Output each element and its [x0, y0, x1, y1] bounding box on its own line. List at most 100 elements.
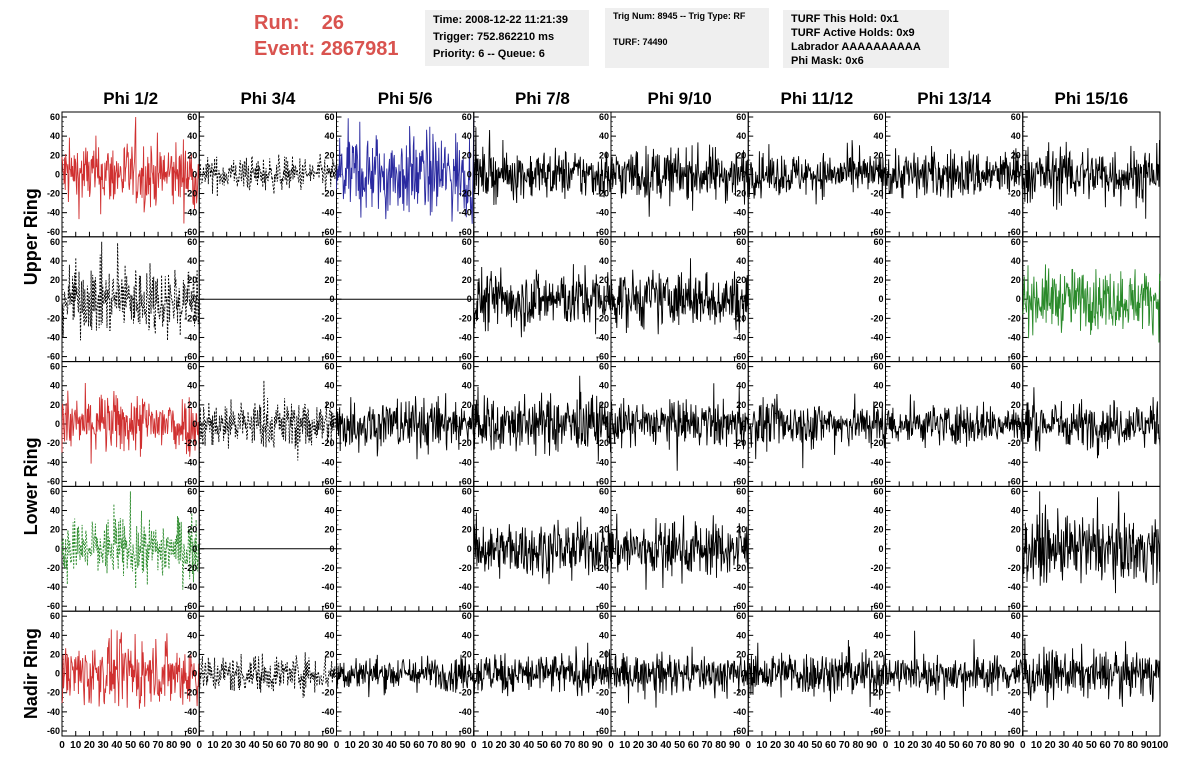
x-tick-label: 0 [334, 740, 340, 751]
x-tick-label: 60 [825, 740, 837, 751]
x-tick-label: 60 [139, 740, 151, 751]
y-tick-label: 0 [878, 419, 883, 429]
y-tick-label: 60 [50, 362, 60, 372]
y-tick-label: 40 [50, 381, 60, 391]
y-tick-label: -20 [733, 189, 746, 199]
y-tick-label: 40 [50, 630, 60, 640]
x-tick-label: 90 [1141, 740, 1153, 751]
x-tick-label: 10 [619, 740, 631, 751]
y-tick-label: -40 [870, 707, 883, 717]
x-tick-label: 80 [578, 740, 590, 751]
x-tick-label: 20 [633, 740, 645, 751]
y-tick-label: -20 [47, 189, 60, 199]
y-tick-label: -20 [1008, 438, 1021, 448]
x-tick-label: 40 [1072, 740, 1084, 751]
y-tick-label: -60 [47, 601, 60, 611]
y-tick-label: -40 [321, 707, 334, 717]
x-tick-label: 80 [990, 740, 1002, 751]
y-tick-label: -60 [870, 601, 883, 611]
y-tick-label: 0 [604, 419, 609, 429]
y-tick-label: -20 [459, 189, 472, 199]
x-tick-label: 60 [413, 740, 425, 751]
y-tick-label: -60 [47, 726, 60, 736]
y-tick-label: 0 [192, 544, 197, 554]
y-tick-label: 60 [324, 112, 334, 122]
y-tick-label: 0 [192, 669, 197, 679]
waveform-trace [473, 512, 612, 585]
y-tick-label: -20 [184, 688, 197, 698]
x-tick-label: 60 [688, 740, 700, 751]
x-tick-label: 10 [345, 740, 357, 751]
waveform-trace [1022, 264, 1161, 343]
y-tick-label: -20 [596, 438, 609, 448]
y-tick-label: 60 [50, 611, 60, 621]
y-tick-label: -40 [596, 457, 609, 467]
y-tick-label: 60 [736, 237, 746, 247]
y-tick-label: -60 [1008, 352, 1021, 362]
y-tick-label: 20 [462, 649, 472, 659]
y-tick-label: -60 [596, 227, 609, 237]
y-tick-label: -60 [321, 227, 334, 237]
y-tick-label: 60 [187, 611, 197, 621]
waveform-trace [1022, 139, 1161, 219]
waveform-trace [336, 393, 475, 460]
y-tick-label: 60 [873, 112, 883, 122]
y-tick-label: 0 [604, 169, 609, 179]
x-tick-label: 100 [1152, 740, 1169, 751]
column-title: Phi 1/2 [103, 89, 158, 108]
y-tick-label: 20 [873, 150, 883, 160]
x-tick-label: 40 [660, 740, 672, 751]
y-tick-label: 20 [187, 150, 197, 160]
y-tick-label: -40 [870, 208, 883, 218]
x-tick-label: 90 [454, 740, 466, 751]
y-tick-label: 20 [1011, 400, 1021, 410]
waveform-trace [61, 116, 200, 224]
y-tick-label: 40 [187, 630, 197, 640]
x-tick-label: 0 [196, 740, 202, 751]
y-tick-label: 60 [187, 112, 197, 122]
y-tick-label: -40 [47, 457, 60, 467]
y-tick-label: -60 [596, 601, 609, 611]
y-tick-label: -60 [733, 227, 746, 237]
y-tick-label: -40 [321, 208, 334, 218]
y-tick-label: -20 [459, 688, 472, 698]
y-tick-label: 20 [1011, 525, 1021, 535]
y-tick-label: 40 [873, 381, 883, 391]
x-tick-label: 80 [303, 740, 315, 751]
x-tick-label: 20 [1045, 740, 1057, 751]
x-tick-label: 30 [921, 740, 933, 751]
y-tick-label: -60 [596, 476, 609, 486]
y-tick-label: 0 [467, 294, 472, 304]
y-tick-label: 60 [50, 237, 60, 247]
y-tick-label: 0 [467, 419, 472, 429]
y-tick-label: 40 [1011, 131, 1021, 141]
y-tick-label: 20 [187, 275, 197, 285]
x-tick-label: 10 [207, 740, 219, 751]
x-tick-label: 80 [715, 740, 727, 751]
y-tick-label: 60 [324, 611, 334, 621]
y-tick-label: -60 [321, 476, 334, 486]
x-tick-label: 60 [1100, 740, 1112, 751]
y-tick-label: 40 [324, 506, 334, 516]
y-tick-label: 40 [187, 131, 197, 141]
y-tick-label: 20 [462, 150, 472, 160]
y-tick-label: 40 [324, 630, 334, 640]
y-tick-label: 20 [187, 400, 197, 410]
y-tick-label: 0 [1016, 169, 1021, 179]
y-tick-label: -20 [321, 313, 334, 323]
column-title: Phi 7/8 [515, 89, 570, 108]
x-tick-label: 10 [482, 740, 494, 751]
y-tick-label: 20 [50, 400, 60, 410]
y-tick-label: 60 [873, 486, 883, 496]
panel-frame [885, 485, 1024, 612]
x-tick-label: 90 [180, 740, 192, 751]
y-tick-label: -60 [47, 352, 60, 362]
x-tick-label: 50 [811, 740, 823, 751]
x-tick-label: 20 [907, 740, 919, 751]
y-tick-label: -60 [733, 352, 746, 362]
y-tick-label: 20 [873, 525, 883, 535]
y-tick-label: -40 [459, 707, 472, 717]
y-tick-label: -60 [184, 601, 197, 611]
waveform-trace [885, 630, 1024, 707]
y-tick-label: -60 [1008, 227, 1021, 237]
